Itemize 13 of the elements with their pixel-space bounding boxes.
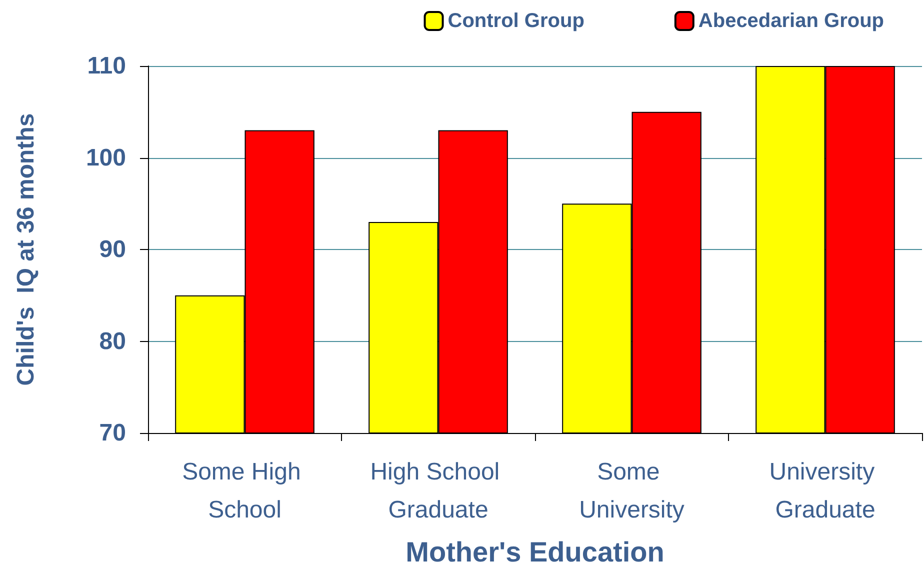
x-tick-label: Some High School bbox=[182, 458, 308, 524]
y-tick-label: 80 bbox=[99, 328, 126, 355]
x-axis-title: Mother's Education bbox=[406, 536, 664, 568]
legend-label: Control Group bbox=[448, 10, 584, 32]
x-tick-label: University Graduate bbox=[769, 458, 882, 524]
y-axis-title: Child's IQ at 36 months bbox=[12, 113, 40, 386]
legend-label: Abecedarian Group bbox=[698, 10, 884, 32]
x-tick-label: Some University bbox=[579, 458, 684, 524]
y-tick-label: 110 bbox=[87, 52, 126, 80]
y-tick-label: 70 bbox=[99, 420, 126, 446]
y-tick-label: 100 bbox=[86, 144, 126, 172]
x-tick-label: High School Graduate bbox=[370, 458, 506, 524]
y-tick-label: 90 bbox=[99, 236, 126, 263]
